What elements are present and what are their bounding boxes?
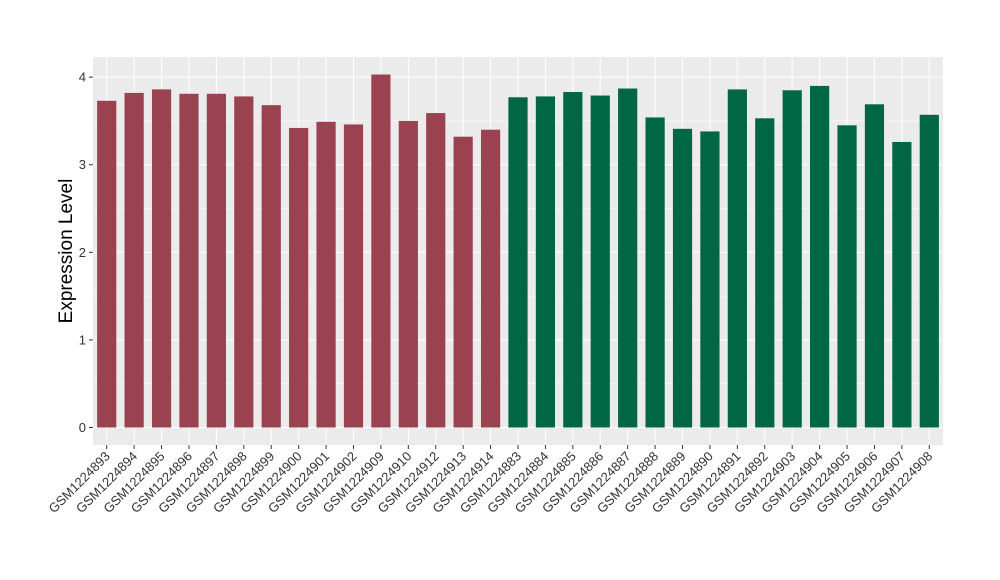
bar-GSM1224907 bbox=[892, 141, 912, 428]
bar-GSM1224886 bbox=[590, 95, 610, 428]
bar-GSM1224887 bbox=[618, 88, 638, 428]
bar-GSM1224910 bbox=[398, 120, 418, 428]
bar-GSM1224892 bbox=[755, 118, 775, 428]
y-axis: 0 1 2 3 4 bbox=[79, 70, 93, 435]
bar-GSM1224909 bbox=[371, 74, 391, 428]
bar-GSM1224893 bbox=[97, 100, 117, 428]
bar-GSM1224883 bbox=[508, 97, 528, 428]
y-tick-label: 3 bbox=[79, 157, 86, 172]
y-axis-label: Expression Level bbox=[56, 179, 77, 324]
bar-GSM1224905 bbox=[837, 125, 857, 428]
bar-GSM1224884 bbox=[535, 96, 556, 428]
bar-GSM1224904 bbox=[810, 85, 830, 428]
bar-GSM1224903 bbox=[782, 90, 802, 428]
y-tick-label: 0 bbox=[79, 420, 86, 435]
bars bbox=[97, 74, 939, 428]
bar-GSM1224897 bbox=[206, 93, 226, 428]
bar-GSM1224913 bbox=[453, 136, 473, 428]
bar-GSM1224902 bbox=[343, 124, 364, 428]
bar-GSM1224890 bbox=[700, 131, 720, 428]
bar-GSM1224895 bbox=[151, 89, 172, 428]
bar-GSM1224900 bbox=[289, 127, 309, 428]
bar-GSM1224901 bbox=[316, 121, 336, 428]
y-tick-label: 4 bbox=[79, 70, 86, 85]
bar-GSM1224888 bbox=[645, 117, 665, 428]
x-axis: GSM1224893GSM1224894GSM1224895GSM1224896… bbox=[45, 445, 935, 516]
bar-GSM1224891 bbox=[727, 89, 747, 428]
y-tick-label: 1 bbox=[79, 332, 86, 347]
bar-GSM1224898 bbox=[234, 96, 254, 428]
bar-GSM1224912 bbox=[426, 113, 446, 428]
bar-GSM1224906 bbox=[864, 104, 885, 428]
bar-GSM1224885 bbox=[563, 92, 583, 428]
bar-GSM1224889 bbox=[672, 128, 693, 428]
bar-GSM1224896 bbox=[179, 93, 199, 428]
bar-GSM1224908 bbox=[919, 114, 939, 428]
bar-GSM1224894 bbox=[124, 92, 144, 428]
bar-GSM1224914 bbox=[480, 129, 501, 428]
bar-GSM1224899 bbox=[261, 105, 281, 428]
y-tick-label: 2 bbox=[79, 245, 86, 260]
